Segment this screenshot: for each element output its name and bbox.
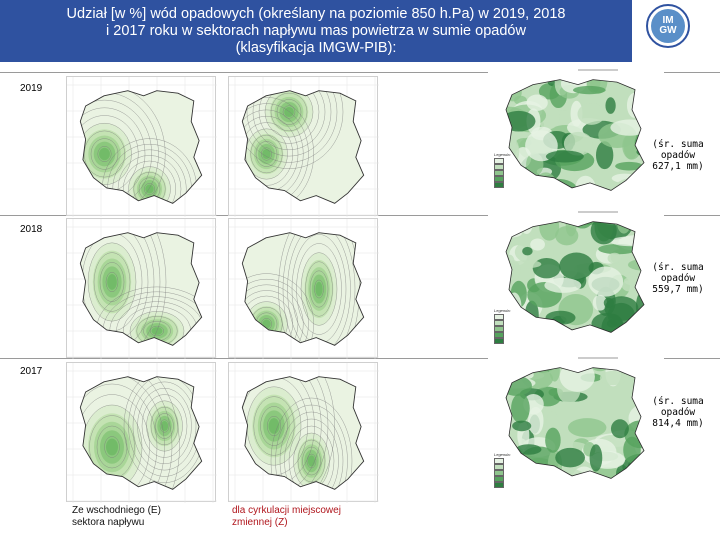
legend-row (494, 458, 511, 464)
map-legend: Legenda: (494, 452, 511, 488)
sum-note-2019: (śr. suma opadów 627,1 mm) (640, 139, 716, 172)
legend-swatch (494, 314, 504, 320)
choropleth-map-2019 (488, 64, 664, 204)
legend-swatch (494, 476, 504, 482)
choropleth-map-icon (505, 69, 645, 191)
legend-row (494, 470, 511, 476)
label-line: zmiennej (Z) (232, 517, 288, 528)
legend-swatch (494, 338, 504, 344)
logo-text-2: GW (659, 25, 677, 36)
contour-map-icon (67, 363, 217, 503)
choropleth-map-2017 (488, 352, 664, 492)
contour-map-east-2018 (66, 218, 217, 359)
legend-swatch (494, 464, 504, 470)
title-line-3: (klasyfikacja IMGW-PIB): (235, 40, 397, 56)
contour-map-z-2017 (228, 362, 379, 503)
legend-row (494, 338, 511, 344)
choropleth-map-icon (505, 211, 645, 333)
divider-line (0, 72, 720, 73)
contour-map-icon (229, 77, 379, 217)
sum-line: opadów (660, 407, 696, 418)
contour-map-east-2017 (66, 362, 217, 503)
imgw-logo: IM GW (646, 4, 690, 48)
divider-line (0, 358, 720, 359)
legend-row (494, 464, 511, 470)
legend-row (494, 332, 511, 338)
legend-row (494, 320, 511, 326)
sum-line: 814,4 mm) (652, 418, 704, 429)
label-east-sector: Ze wschodniego (E) sektora napływu (72, 505, 161, 529)
sum-line: (śr. suma (652, 396, 704, 407)
logo-text-1: IM (662, 15, 674, 26)
year-label-2017: 2017 (20, 366, 43, 377)
legend-row (494, 476, 511, 482)
legend-row (494, 182, 511, 188)
legend-swatch (494, 176, 504, 182)
legend-row (494, 158, 511, 164)
sum-line: (śr. suma (652, 139, 704, 150)
legend-row (494, 176, 511, 182)
legend-row (494, 164, 511, 170)
legend-row (494, 314, 511, 320)
legend-swatch (494, 458, 504, 464)
legend-row (494, 170, 511, 176)
contour-map-icon (229, 219, 379, 359)
sum-line: 559,7 mm) (652, 284, 704, 295)
map-legend: Legenda: (494, 308, 511, 344)
contour-map-icon (67, 219, 217, 359)
legend-title: Legenda: (494, 452, 511, 457)
legend-swatch (494, 164, 504, 170)
legend-row (494, 482, 511, 488)
title-line-1: Udział [w %] wód opadowych (określany na… (66, 6, 566, 22)
imgw-logo-icon: IM GW (651, 9, 685, 43)
contour-map-icon (67, 77, 217, 217)
title-line-2: i 2017 roku w sektorach napływu mas powi… (106, 23, 526, 39)
legend-swatch (494, 158, 504, 164)
sum-line: (śr. suma (652, 262, 704, 273)
map-legend: Legenda: (494, 152, 511, 188)
legend-swatch (494, 326, 504, 332)
label-local-circulation: dla cyrkulacji miejscowej zmiennej (Z) (232, 505, 341, 529)
sum-line: 627,1 mm) (652, 161, 704, 172)
sum-note-2018: (śr. suma opadów 559,7 mm) (640, 262, 716, 295)
legend-swatch (494, 320, 504, 326)
choropleth-map-icon (505, 357, 645, 479)
contour-map-icon (229, 363, 379, 503)
label-line: sektora napływu (72, 517, 145, 528)
label-line: Ze wschodniego (E) (72, 505, 161, 516)
title-banner: Udział [w %] wód opadowych (określany na… (0, 0, 632, 62)
year-label-2018: 2018 (20, 224, 43, 235)
legend-title: Legenda: (494, 308, 511, 313)
legend-swatch (494, 332, 504, 338)
contour-map-z-2018 (228, 218, 379, 359)
year-label-2019: 2019 (20, 83, 43, 94)
sum-note-2017: (śr. suma opadów 814,4 mm) (640, 396, 716, 429)
legend-swatch (494, 182, 504, 188)
legend-title: Legenda: (494, 152, 511, 157)
sum-line: opadów (660, 150, 696, 161)
legend-swatch (494, 470, 504, 476)
contour-map-east-2019 (66, 76, 217, 217)
legend-swatch (494, 170, 504, 176)
label-line: dla cyrkulacji miejscowej (232, 505, 341, 516)
choropleth-map-2018 (488, 206, 664, 346)
legend-swatch (494, 482, 504, 488)
legend-row (494, 326, 511, 332)
contour-map-z-2019 (228, 76, 379, 217)
sum-line: opadów (660, 273, 696, 284)
